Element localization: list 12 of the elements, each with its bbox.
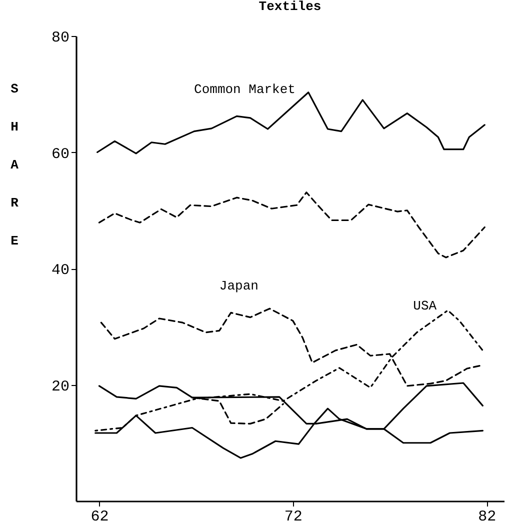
annotation: USA: [413, 298, 437, 314]
y-tick-label: 40: [51, 262, 70, 279]
x-tick-label: 82: [478, 508, 496, 526]
annotation: Common Market: [194, 82, 296, 98]
y-tick-label: 60: [51, 146, 70, 163]
x-tick-label: 72: [284, 508, 302, 526]
y-tick-label: 80: [51, 30, 70, 46]
text: SHARE: [10, 82, 18, 248]
x-tick-label: 62: [90, 508, 109, 526]
y-tick-label: 20: [51, 378, 70, 396]
chart-title: Textiles: [258, 0, 322, 14]
annotation: Japan: [219, 278, 258, 294]
